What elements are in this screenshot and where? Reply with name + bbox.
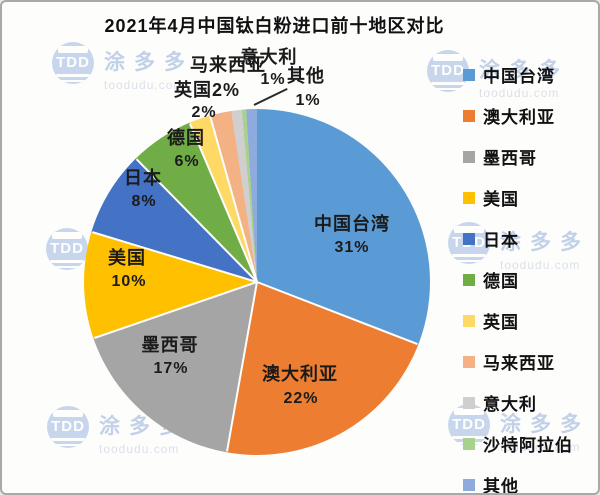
legend-label: 沙特阿拉伯 — [483, 436, 573, 455]
legend-item: 英国 — [463, 308, 573, 333]
watermark: TDD 涂多多 toodudu.com — [52, 42, 194, 92]
watermark-domain-text: toodudu.com — [99, 442, 180, 456]
legend-label: 墨西哥 — [483, 149, 537, 168]
legend-label: 德国 — [483, 272, 519, 291]
legend-color-swatch — [463, 273, 475, 286]
pie-data-label: 31% — [334, 239, 370, 256]
legend-color-swatch — [463, 355, 475, 368]
legend-label: 意大利 — [483, 395, 537, 414]
pie-data-label: 10% — [111, 273, 147, 290]
legend-color-swatch — [463, 437, 475, 450]
legend-color-swatch — [463, 396, 475, 409]
legend-item: 澳大利亚 — [463, 103, 573, 128]
watermark-brand-text: 涂多多 — [479, 59, 569, 82]
pie-data-label: 22% — [283, 390, 319, 407]
tdd-logo-icon: TDD — [52, 42, 94, 84]
pie-data-label: 德国 — [167, 128, 205, 148]
watermark-brand-text: 涂多多 — [104, 51, 194, 74]
pie-data-label: 2% — [191, 104, 217, 121]
watermark-brand-text: 涂多多 — [500, 231, 590, 254]
legend-color-swatch — [463, 150, 475, 163]
legend-item: 其他 — [463, 472, 573, 495]
legend-item: 日本 — [463, 226, 573, 251]
legend-item: 墨西哥 — [463, 144, 573, 169]
legend-label: 美国 — [483, 190, 519, 209]
pie-data-label: 1% — [295, 92, 321, 109]
chart-title: 2021年4月中国钛白粉进口前十地区对比 — [104, 16, 445, 36]
pie-data-label: 17% — [153, 360, 189, 377]
watermark-brand-text: 涂多多 — [500, 413, 590, 436]
tdd-logo-icon: TDD — [427, 50, 469, 92]
pie-data-label: 8% — [131, 193, 157, 210]
legend-color-swatch — [463, 314, 475, 327]
legend-item: 德国 — [463, 267, 573, 292]
legend-color-swatch — [463, 478, 475, 491]
legend-item: 马来西亚 — [463, 349, 573, 374]
pie-data-label: 日本 — [124, 168, 162, 188]
legend-color-swatch — [463, 232, 475, 245]
pie-data-label: 英国2% — [173, 80, 241, 100]
pie-data-label: 6% — [174, 153, 200, 170]
tdd-logo-icon: TDD — [46, 228, 88, 270]
legend-color-swatch — [463, 191, 475, 204]
legend-color-swatch — [463, 109, 475, 122]
watermark-domain-text: toodudu.com — [104, 78, 185, 92]
pie-data-label: 美国 — [108, 248, 146, 268]
pie-data-label: 中国台湾 — [314, 214, 390, 234]
legend-label: 其他 — [483, 477, 519, 495]
legend-label: 日本 — [483, 231, 519, 250]
tdd-logo-icon: TDD — [47, 406, 89, 448]
pie-data-label: 马来西亚 — [190, 55, 266, 75]
legend-item: 美国 — [463, 185, 573, 210]
leader-line — [253, 87, 288, 106]
legend-item: 中国台湾 — [463, 62, 573, 87]
legend-item: 沙特阿拉伯 — [463, 431, 573, 456]
legend-label: 英国 — [483, 313, 519, 332]
watermark-domain-text: toodudu.com — [479, 86, 560, 100]
legend-label: 澳大利亚 — [483, 108, 555, 127]
pie-data-label: 其他 — [287, 66, 325, 86]
watermark: TDD 涂多多 toodudu.com — [47, 406, 189, 456]
watermark-domain-text: toodudu.com — [500, 440, 581, 454]
watermark: TDD 涂多多 toodudu.com — [427, 50, 569, 100]
pie-data-label: 意大利 — [240, 47, 298, 67]
pie-data-label: 澳大利亚 — [262, 364, 338, 384]
legend-label: 马来西亚 — [483, 354, 555, 373]
pie-data-label: 1% — [260, 71, 286, 88]
legend-color-swatch — [463, 68, 475, 81]
legend-item: 意大利 — [463, 390, 573, 415]
legend-label: 中国台湾 — [483, 67, 555, 86]
chart-legend: 中国台湾澳大利亚墨西哥美国日本德国英国马来西亚意大利沙特阿拉伯其他 — [463, 62, 573, 495]
watermark-domain-text: toodudu.com — [500, 258, 581, 272]
pie-data-label: 墨西哥 — [141, 335, 199, 355]
